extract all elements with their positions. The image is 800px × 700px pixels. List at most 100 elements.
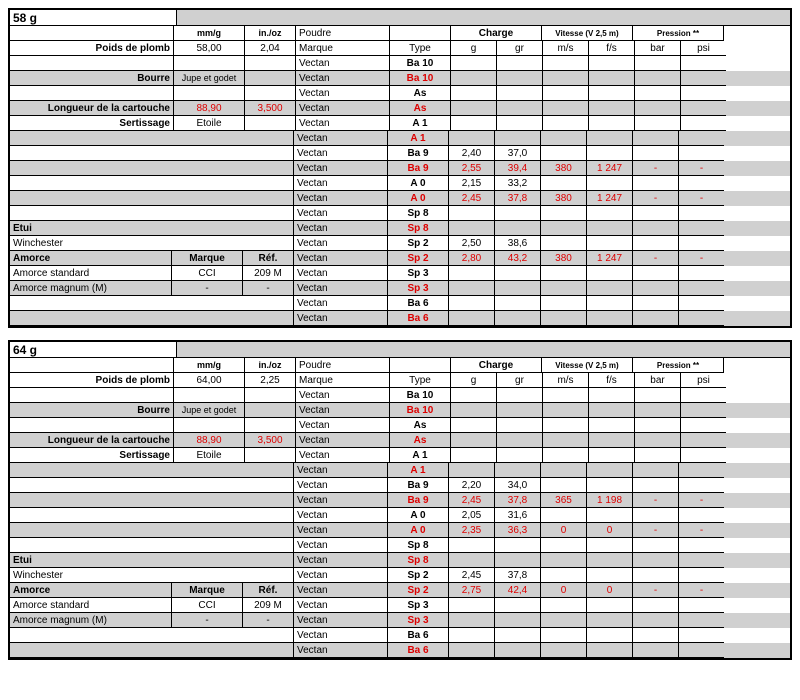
hdr-poudre: Poudre bbox=[296, 26, 390, 41]
powder-bar bbox=[633, 296, 679, 311]
powder-marque: Vectan bbox=[294, 523, 388, 538]
powder-marque: Vectan bbox=[296, 116, 390, 131]
powder-g: 2,05 bbox=[449, 508, 495, 523]
powder-bar bbox=[633, 281, 679, 296]
powder-fs bbox=[589, 418, 635, 433]
powder-marque: Vectan bbox=[294, 493, 388, 508]
hdr-mmg: mm/g bbox=[174, 26, 245, 41]
powder-type: Ba 9 bbox=[388, 478, 449, 493]
powder-marque: Vectan bbox=[294, 311, 388, 326]
powder-psi bbox=[679, 478, 724, 493]
val-bourre: Jupe et godet bbox=[174, 71, 245, 86]
powder-ms bbox=[543, 116, 589, 131]
powder-g bbox=[449, 221, 495, 236]
powder-row: VectanA 1 bbox=[10, 131, 790, 146]
powder-type: A 1 bbox=[390, 116, 451, 131]
powder-type: Sp 2 bbox=[388, 583, 449, 598]
powder-psi bbox=[679, 146, 724, 161]
powder-psi bbox=[679, 598, 724, 613]
powder-row: VectanBa 92,5539,43801 247-- bbox=[10, 161, 790, 176]
powder-marque: Vectan bbox=[294, 281, 388, 296]
powder-ms bbox=[541, 568, 587, 583]
hdr-g: g bbox=[451, 41, 497, 56]
powder-psi bbox=[679, 176, 724, 191]
powder-gr: 36,3 bbox=[495, 523, 541, 538]
powder-bar bbox=[635, 71, 681, 86]
powder-psi: - bbox=[679, 493, 724, 508]
powder-gr: 39,4 bbox=[495, 161, 541, 176]
powder-psi bbox=[681, 86, 726, 101]
powder-type: Ba 6 bbox=[388, 311, 449, 326]
powder-marque: Vectan bbox=[296, 433, 390, 448]
powder-type: Ba 9 bbox=[388, 161, 449, 176]
powder-ms bbox=[541, 478, 587, 493]
powder-row: VectanA 1 bbox=[10, 463, 790, 478]
powder-marque: Vectan bbox=[294, 251, 388, 266]
powder-row: VectanBa 92,4537,83651 198-- bbox=[10, 493, 790, 508]
powder-ms: 0 bbox=[541, 583, 587, 598]
powder-type: Sp 8 bbox=[388, 538, 449, 553]
powder-row: VectanAs bbox=[10, 86, 790, 101]
powder-g bbox=[449, 266, 495, 281]
load-block: 64 gmm/gin./ozPoudreChargeVitesse (V 2,5… bbox=[8, 340, 792, 660]
label-poids: Poids de plomb bbox=[10, 373, 174, 388]
powder-row: Amorce standardCCI209 MVectanSp 3 bbox=[10, 598, 790, 613]
powder-bar bbox=[633, 643, 679, 658]
powder-ms: 380 bbox=[541, 191, 587, 206]
powder-marque: Vectan bbox=[294, 628, 388, 643]
powder-ms bbox=[543, 433, 589, 448]
powder-type: Sp 8 bbox=[388, 206, 449, 221]
powder-psi bbox=[681, 433, 726, 448]
powder-row: VectanBa 6 bbox=[10, 628, 790, 643]
powder-g: 2,45 bbox=[449, 493, 495, 508]
powder-bar bbox=[633, 146, 679, 161]
powder-type: Ba 9 bbox=[388, 493, 449, 508]
powder-ms bbox=[541, 221, 587, 236]
powder-type: Sp 8 bbox=[388, 553, 449, 568]
powder-fs bbox=[589, 116, 635, 131]
powder-marque: Vectan bbox=[294, 478, 388, 493]
powder-psi bbox=[679, 236, 724, 251]
powder-type: As bbox=[390, 101, 451, 116]
powder-g bbox=[451, 56, 497, 71]
powder-gr bbox=[495, 281, 541, 296]
powder-gr: 37,8 bbox=[495, 191, 541, 206]
powder-ms bbox=[541, 296, 587, 311]
hdr-fs: f/s bbox=[589, 41, 635, 56]
powder-fs bbox=[589, 71, 635, 86]
powder-psi bbox=[679, 568, 724, 583]
label-bourre: Bourre bbox=[10, 403, 174, 418]
powder-row: BourreJupe et godetVectanBa 10 bbox=[10, 71, 790, 86]
powder-row: SertissageEtoileVectanA 1 bbox=[10, 116, 790, 131]
powder-gr bbox=[495, 266, 541, 281]
powder-psi bbox=[679, 613, 724, 628]
powder-row: Longueur de la cartouche88,903,500Vectan… bbox=[10, 433, 790, 448]
label-winchester: Winchester bbox=[10, 236, 294, 251]
hdr-psi: psi bbox=[681, 41, 726, 56]
powder-bar: - bbox=[633, 493, 679, 508]
powder-row: VectanA 02,1533,2 bbox=[10, 176, 790, 191]
hdr-marque: Marque bbox=[296, 41, 390, 56]
powder-gr: 37,8 bbox=[495, 568, 541, 583]
powder-type: Ba 6 bbox=[388, 296, 449, 311]
powder-psi bbox=[681, 56, 726, 71]
val-longueur-mm: 88,90 bbox=[174, 101, 245, 116]
powder-gr: 31,6 bbox=[495, 508, 541, 523]
row-amorce-std: Amorce standardCCI209 M bbox=[10, 598, 294, 613]
powder-psi bbox=[679, 538, 724, 553]
powder-type: Sp 2 bbox=[388, 568, 449, 583]
powder-marque: Vectan bbox=[296, 71, 390, 86]
powder-psi bbox=[681, 116, 726, 131]
powder-gr bbox=[495, 206, 541, 221]
powder-fs bbox=[587, 643, 633, 658]
powder-gr bbox=[497, 71, 543, 86]
powder-psi bbox=[679, 628, 724, 643]
hdr-poudre: Poudre bbox=[296, 358, 390, 373]
powder-type: Ba 6 bbox=[388, 643, 449, 658]
powder-row: VectanA 02,3536,300-- bbox=[10, 523, 790, 538]
powder-bar: - bbox=[633, 161, 679, 176]
powder-bar bbox=[633, 236, 679, 251]
powder-fs bbox=[587, 236, 633, 251]
powder-bar bbox=[633, 553, 679, 568]
powder-marque: Vectan bbox=[294, 598, 388, 613]
